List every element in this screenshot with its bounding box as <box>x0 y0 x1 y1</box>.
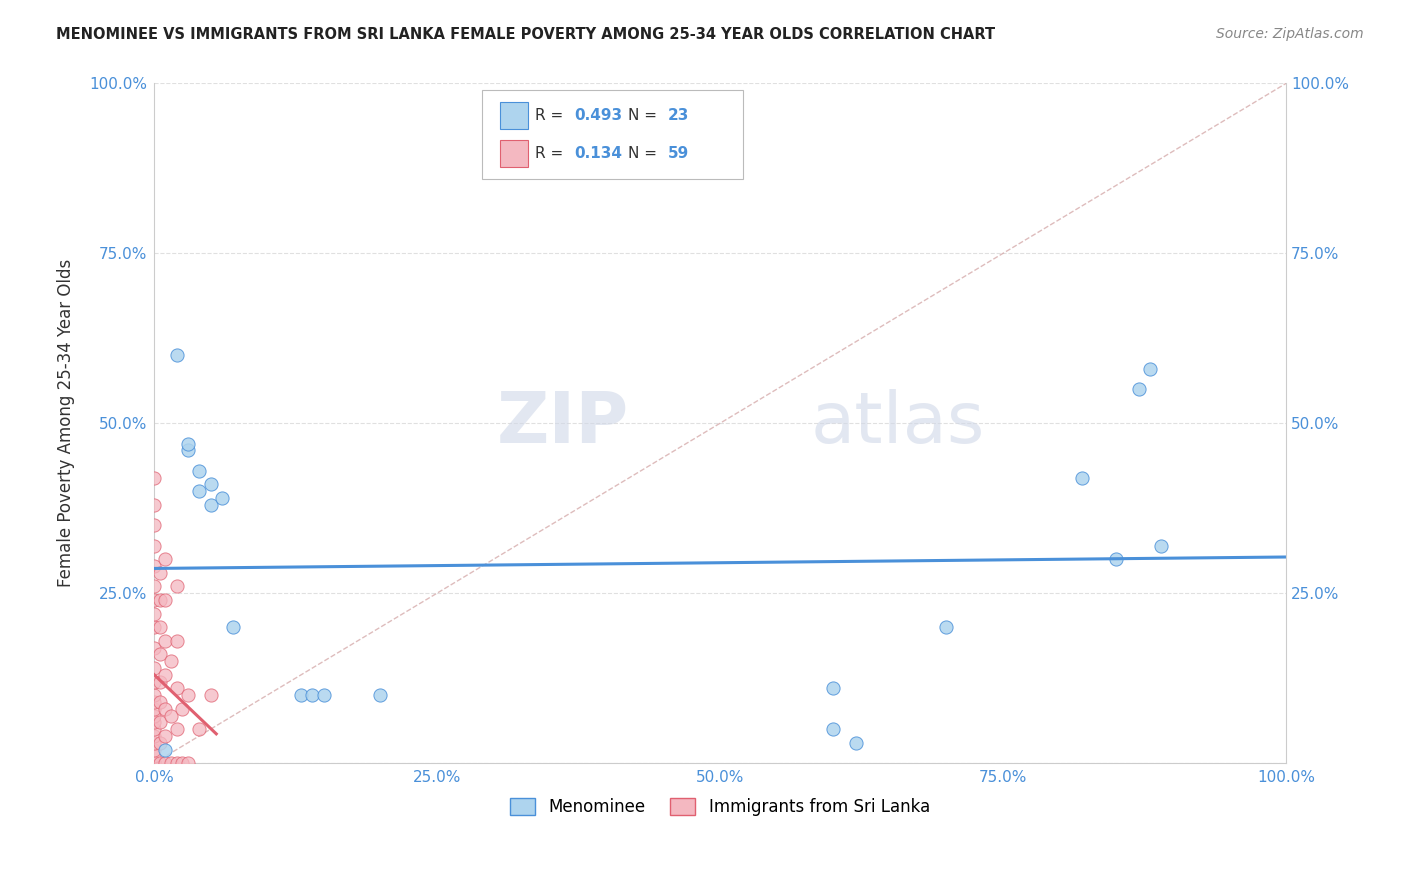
Point <box>211 491 233 505</box>
Point <box>188 464 211 478</box>
Point <box>143 702 166 716</box>
Point <box>143 607 166 621</box>
Text: atlas: atlas <box>810 389 986 458</box>
Point <box>155 702 177 716</box>
FancyBboxPatch shape <box>482 90 742 178</box>
Point <box>200 477 222 491</box>
Point <box>143 756 166 771</box>
Point <box>160 756 183 771</box>
Point <box>166 348 188 362</box>
Text: R =: R = <box>536 145 568 161</box>
Point <box>935 620 957 634</box>
Point <box>143 756 166 771</box>
Point <box>823 722 845 736</box>
Point <box>143 729 166 743</box>
Point <box>155 593 177 607</box>
Text: 0.134: 0.134 <box>574 145 621 161</box>
Point <box>177 443 200 458</box>
Point <box>143 539 166 553</box>
Point <box>143 640 166 655</box>
Point <box>188 722 211 736</box>
Point <box>143 708 166 723</box>
Point <box>143 736 166 750</box>
Text: R =: R = <box>536 108 568 123</box>
Point <box>166 681 188 696</box>
Point <box>845 736 868 750</box>
Point <box>177 436 200 450</box>
Point <box>177 756 200 771</box>
Point <box>172 702 194 716</box>
Point <box>149 736 172 750</box>
Point <box>155 742 177 756</box>
Y-axis label: Female Poverty Among 25-34 Year Olds: Female Poverty Among 25-34 Year Olds <box>58 260 75 588</box>
Point <box>143 559 166 574</box>
Point <box>301 688 323 702</box>
Text: N =: N = <box>628 108 662 123</box>
Point <box>149 593 172 607</box>
Point <box>143 498 166 512</box>
Point <box>155 667 177 681</box>
Point <box>149 620 172 634</box>
Point <box>177 688 200 702</box>
Point <box>143 593 166 607</box>
Point <box>1128 382 1150 396</box>
Point <box>166 756 188 771</box>
Point <box>143 756 166 771</box>
Point <box>155 633 177 648</box>
Point <box>143 661 166 675</box>
Point <box>143 756 166 771</box>
Point <box>149 715 172 730</box>
Point <box>188 484 211 499</box>
Point <box>1150 539 1173 553</box>
Point <box>143 749 166 764</box>
Text: MENOMINEE VS IMMIGRANTS FROM SRI LANKA FEMALE POVERTY AMONG 25-34 YEAR OLDS CORR: MENOMINEE VS IMMIGRANTS FROM SRI LANKA F… <box>56 27 995 42</box>
Point <box>155 729 177 743</box>
Point <box>143 756 166 771</box>
Text: Source: ZipAtlas.com: Source: ZipAtlas.com <box>1216 27 1364 41</box>
Text: N =: N = <box>628 145 662 161</box>
Point <box>143 518 166 533</box>
Text: ZIP: ZIP <box>498 389 630 458</box>
Point <box>1071 470 1094 484</box>
Point <box>160 654 183 668</box>
Point <box>143 756 166 771</box>
Point <box>200 498 222 512</box>
Text: 23: 23 <box>668 108 689 123</box>
Point <box>149 756 172 771</box>
Point <box>149 695 172 709</box>
Point <box>172 756 194 771</box>
Point <box>149 566 172 580</box>
Point <box>143 470 166 484</box>
Point <box>1139 362 1161 376</box>
Point <box>149 648 172 662</box>
Point <box>166 579 188 593</box>
Point <box>143 756 166 771</box>
Point <box>312 688 335 702</box>
Point <box>143 742 166 756</box>
Point <box>143 674 166 689</box>
Point <box>370 688 392 702</box>
Point <box>155 756 177 771</box>
Point <box>1105 552 1128 566</box>
Text: 59: 59 <box>668 145 689 161</box>
Point <box>143 688 166 702</box>
Point <box>143 715 166 730</box>
Point <box>823 681 845 696</box>
Point <box>160 708 183 723</box>
Point <box>222 620 245 634</box>
FancyBboxPatch shape <box>501 139 527 167</box>
Legend: Menominee, Immigrants from Sri Lanka: Menominee, Immigrants from Sri Lanka <box>503 791 936 822</box>
Point <box>166 633 188 648</box>
Point <box>143 695 166 709</box>
Point <box>143 579 166 593</box>
Text: 0.493: 0.493 <box>574 108 621 123</box>
Point <box>143 722 166 736</box>
Point <box>143 620 166 634</box>
Point <box>166 722 188 736</box>
FancyBboxPatch shape <box>501 102 527 129</box>
Point <box>149 674 172 689</box>
Point <box>155 552 177 566</box>
Point <box>200 688 222 702</box>
Point <box>290 688 312 702</box>
